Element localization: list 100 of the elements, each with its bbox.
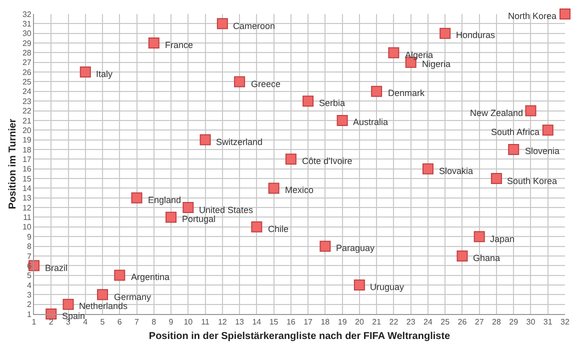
y-tick-label: 9 [26,232,32,242]
point [46,308,57,320]
y-tick-label: 30 [22,29,32,38]
x-tick-label: 21 [372,318,382,327]
x-tick-label: 24 [424,318,433,327]
x-tick-label: 2 [48,318,54,327]
point [114,270,126,281]
annotation: Serbia [319,98,346,108]
y-tick-label: 5 [26,271,32,280]
point [422,163,434,174]
point [302,96,314,107]
annotation: Uruguay [370,282,405,292]
y-tick-label: 3 [26,290,32,300]
x-tick-label: 22 [389,318,399,327]
annotation: South Africa [491,127,540,137]
point [560,8,570,20]
point [62,298,74,310]
y-tick-label: 15 [22,174,32,184]
point [474,231,485,242]
point [320,240,331,252]
point [148,38,160,49]
annotation: Brazil [45,263,68,273]
x-tick-label: 20 [354,318,364,327]
x-tick-label: 16 [286,318,296,327]
annotation: Australia [353,117,388,127]
x-tick-label: 32 [560,318,570,327]
x-tick-label: 27 [474,318,484,327]
annotation: Mexico [285,185,314,195]
annotation: Chile [268,224,289,234]
y-tick-label: 16 [22,164,32,174]
x-tick-label: 23 [406,318,416,327]
annotation: Côte d'Ivoire [302,156,352,166]
annotation: Cameroon [233,21,276,31]
y-tick-label: 8 [26,242,32,252]
annotation: Japan [490,234,515,244]
y-tick-label: 27 [22,58,32,68]
annotation: Argentina [131,272,170,282]
x-tick-label: 29 [509,318,519,327]
y-tick-label: 17 [22,154,32,164]
annotation: New Zealand [470,108,524,118]
x-axis-title: Position in der Spielstärkerangliste nach der FIFA Weltrangliste [148,331,451,342]
annotation: Germany [114,292,152,302]
x-tick-label: 10 [184,318,194,327]
point [234,76,246,88]
x-tick-label: 6 [117,318,122,327]
y-tick-label: 4 [26,280,32,290]
y-tick-label: 2 [26,300,32,310]
y-tick-label: 20 [22,126,32,135]
y-tick-label: 11 [23,213,32,222]
point [97,289,108,300]
x-tick-label: 12 [218,318,228,327]
y-tick-label: 26 [22,68,32,77]
y-tick-label: 18 [22,145,32,154]
annotation: United States [199,205,254,215]
x-tick-label: 26 [458,318,468,327]
point [440,28,451,39]
point [542,124,554,136]
y-tick-label: 7 [26,252,32,261]
x-tick-label: 8 [152,318,157,327]
y-axis-title: Position im Turnier [7,118,18,210]
x-tick-label: 15 [269,318,279,327]
point [388,47,400,58]
annotation: Switzerland [216,137,263,147]
y-tick-label: 24 [22,87,32,96]
point [268,182,280,194]
point [200,134,211,146]
y-tick-label: 13 [22,194,32,203]
x-tick-label: 31 [543,318,553,327]
point [456,250,468,262]
annotation: England [148,195,182,205]
x-tick-label: 11 [201,318,210,327]
point [371,86,382,97]
x-tick-label: 4 [83,318,88,327]
y-tick-label: 19 [22,136,32,145]
annotation: Greece [251,79,281,89]
point [336,114,348,126]
point [182,202,194,214]
annotation: North Korea [508,11,557,21]
y-tick-label: 32 [22,10,32,19]
x-tick-label: 14 [252,318,262,327]
x-tick-label: 17 [304,318,314,327]
annotation: South Korea [507,176,558,186]
annotation: Netherlands [79,301,128,311]
y-tick-label: 12 [22,203,32,212]
x-tick-label: 19 [338,318,348,327]
y-tick-label: 23 [22,96,32,106]
x-tick-label: 7 [134,318,140,327]
point [508,144,520,155]
annotation: France [165,40,194,50]
annotation: Denmark [388,88,426,98]
point [285,154,296,165]
y-tick-label: 28 [22,48,32,58]
point [166,212,177,223]
y-tick-label: 22 [22,106,32,116]
y-tick-label: 29 [22,38,32,48]
point [354,279,365,290]
annotation: Slovenia [525,146,560,156]
annotation: Italy [96,69,114,79]
x-tick-label: 25 [440,318,450,327]
x-tick-label: 18 [320,318,330,327]
